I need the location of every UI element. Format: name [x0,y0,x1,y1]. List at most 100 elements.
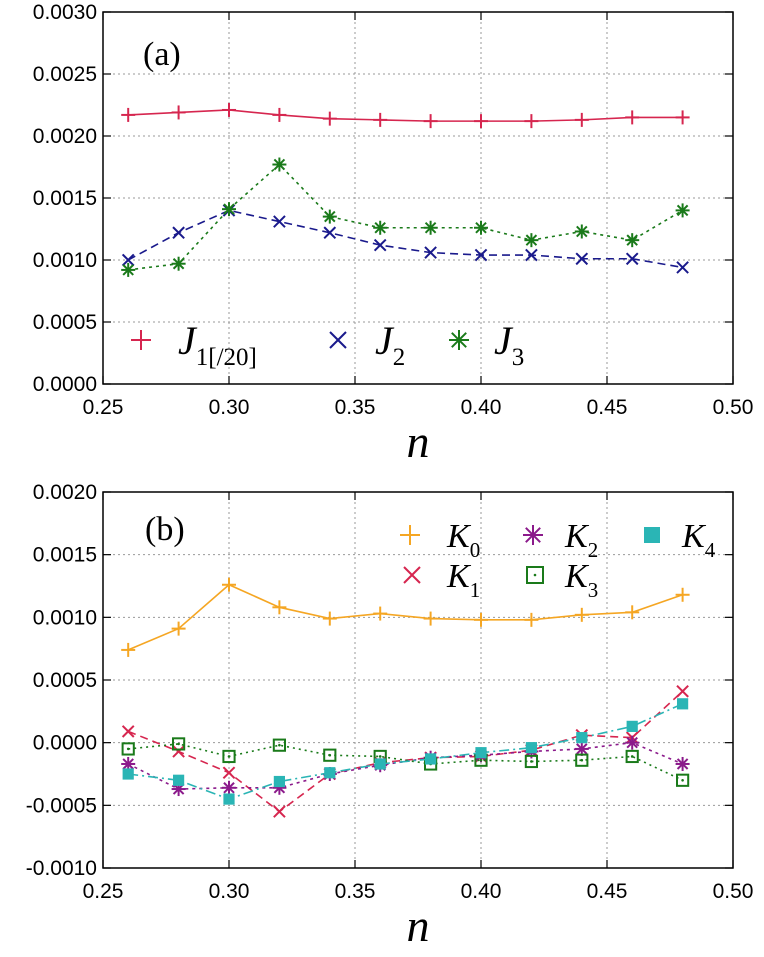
legend-marker [400,525,420,545]
x-tick-label: 0.40 [461,880,502,903]
data-point [625,605,640,620]
x-tick-label: 0.35 [335,396,376,419]
series-line [127,583,683,651]
data-point [525,742,537,754]
data-point [172,226,185,240]
y-tick-label: 0.0015 [33,544,97,567]
data-point [423,611,438,626]
data-point [675,203,690,218]
series-k4 [122,698,689,805]
series-line [128,163,684,271]
series-line [127,741,683,790]
chart-panel-2: 0.25 0.30 0.35 0.40 0.45 0.50 -0.0010 -0.0005 0.… [26,481,754,951]
legend-entry: K4 [644,518,716,562]
data-point [171,105,186,120]
data-point [425,753,437,765]
series-j3 [121,157,690,277]
data-point [676,684,689,698]
series-line [127,690,684,813]
data-point [574,112,589,127]
data-point [574,741,589,756]
data-point [475,747,487,759]
data-point [171,621,186,636]
data-point [675,756,690,771]
legend-entry: K1 [403,558,480,602]
data-point [373,238,387,252]
legend-entry: J2 [329,318,405,371]
legend-label: K2 [564,518,598,562]
series-line [128,703,683,800]
data-point [373,112,388,127]
data-point [374,758,386,770]
legend-marker [449,330,469,350]
legend-marker [131,330,151,350]
data-point [423,220,438,235]
data-point [373,220,388,235]
data-point [272,600,287,615]
data-point [322,611,337,626]
x-tick-label: 0.30 [209,396,250,419]
legend-entry: K2 [523,518,598,562]
data-point [676,773,690,787]
data-point [222,102,236,117]
series-k2 [121,735,690,797]
data-point [323,748,337,762]
y-tick-label: 0.0000 [33,732,97,755]
data-point [222,766,236,780]
y-tick-label: 0.0005 [33,311,97,334]
y-tick-label: 0.0005 [33,669,97,692]
data-point [273,805,286,818]
x-tick-label: 0.45 [587,880,628,903]
data-point [576,732,588,744]
data-point [625,110,640,125]
panel-label: (b) [145,511,185,548]
data-point [474,248,488,262]
data-point [677,698,689,710]
series-k3 [121,737,690,787]
data-point [322,209,337,224]
data-point [424,246,437,259]
data-point [676,261,689,274]
data-point [272,157,287,172]
data-point [675,110,690,125]
series-k0 [121,577,690,657]
data-point [474,612,488,627]
series-line [127,209,683,269]
data-point [423,114,438,129]
legend-label: K4 [681,518,716,562]
data-point [322,111,337,126]
series-k1 [121,684,689,818]
data-point [273,775,285,788]
x-tick-label: 0.50 [713,396,754,419]
y-tick-label: 0.0015 [33,187,97,210]
data-point [675,587,690,602]
data-point [524,754,538,769]
x-tick-label: 0.45 [587,396,628,419]
y-tick-label: 0.0010 [33,249,97,272]
data-point [524,114,539,129]
series-line [128,109,683,122]
data-point [222,749,236,764]
data-point [273,215,286,228]
data-point [272,107,287,122]
legend-label: J2 [375,318,405,371]
x-tick-label: 0.25 [83,396,124,419]
legend-label: K0 [446,518,480,562]
legend-label: K3 [564,558,598,602]
x-tick-label: 0.40 [461,396,502,419]
data-point [173,774,185,786]
data-point [574,224,589,239]
data-point [222,577,236,592]
data-point [222,780,236,795]
y-tick-label: 0.0010 [33,606,97,629]
data-point [323,226,337,240]
data-point [575,753,589,767]
data-point [574,607,589,622]
series-j2 [121,204,689,274]
data-point [524,233,539,248]
data-point [121,262,136,277]
data-point [121,725,135,738]
legend-marker [523,525,543,545]
y-tick-label: 0.0020 [33,481,97,504]
x-axis-title: n [407,416,430,467]
